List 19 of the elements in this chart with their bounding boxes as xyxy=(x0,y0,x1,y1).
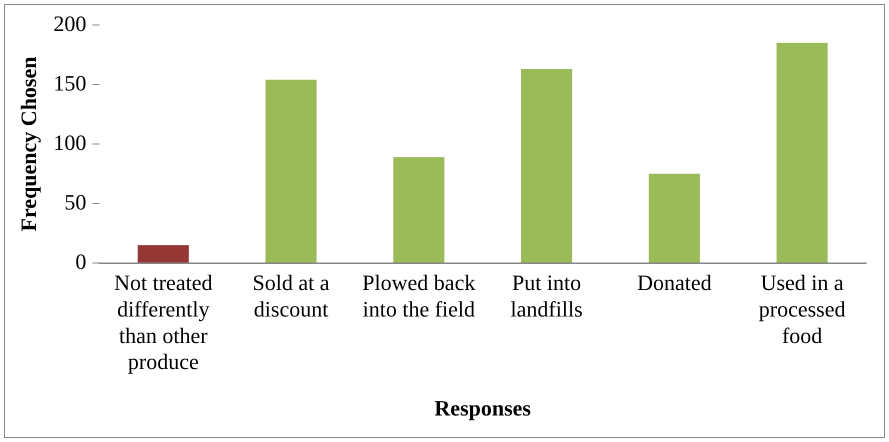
x-tick-label: Put into landfills xyxy=(510,270,583,322)
y-tick-label: 50 xyxy=(64,189,86,214)
x-tick-label: Used in a processed food xyxy=(758,270,846,348)
x-tick-label: Sold at a discount xyxy=(252,270,330,322)
x-tick-label: Not treated differently than other produce xyxy=(114,270,212,374)
bar xyxy=(521,69,572,262)
bar xyxy=(138,245,189,262)
bar xyxy=(648,174,700,262)
x-axis-title: Responses xyxy=(434,395,532,420)
x-tick-label: Donated xyxy=(637,270,712,295)
bar xyxy=(393,157,444,262)
bar xyxy=(776,42,828,262)
y-tick-label: 200 xyxy=(53,10,86,36)
y-axis-title: Frequency Chosen xyxy=(16,56,41,232)
y-tick-label: 0 xyxy=(75,248,86,274)
bar xyxy=(265,80,317,262)
y-tick-label: 100 xyxy=(53,130,86,155)
x-tick-label: Plowed back into the field xyxy=(362,270,476,322)
y-tick-label: 150 xyxy=(53,70,86,96)
